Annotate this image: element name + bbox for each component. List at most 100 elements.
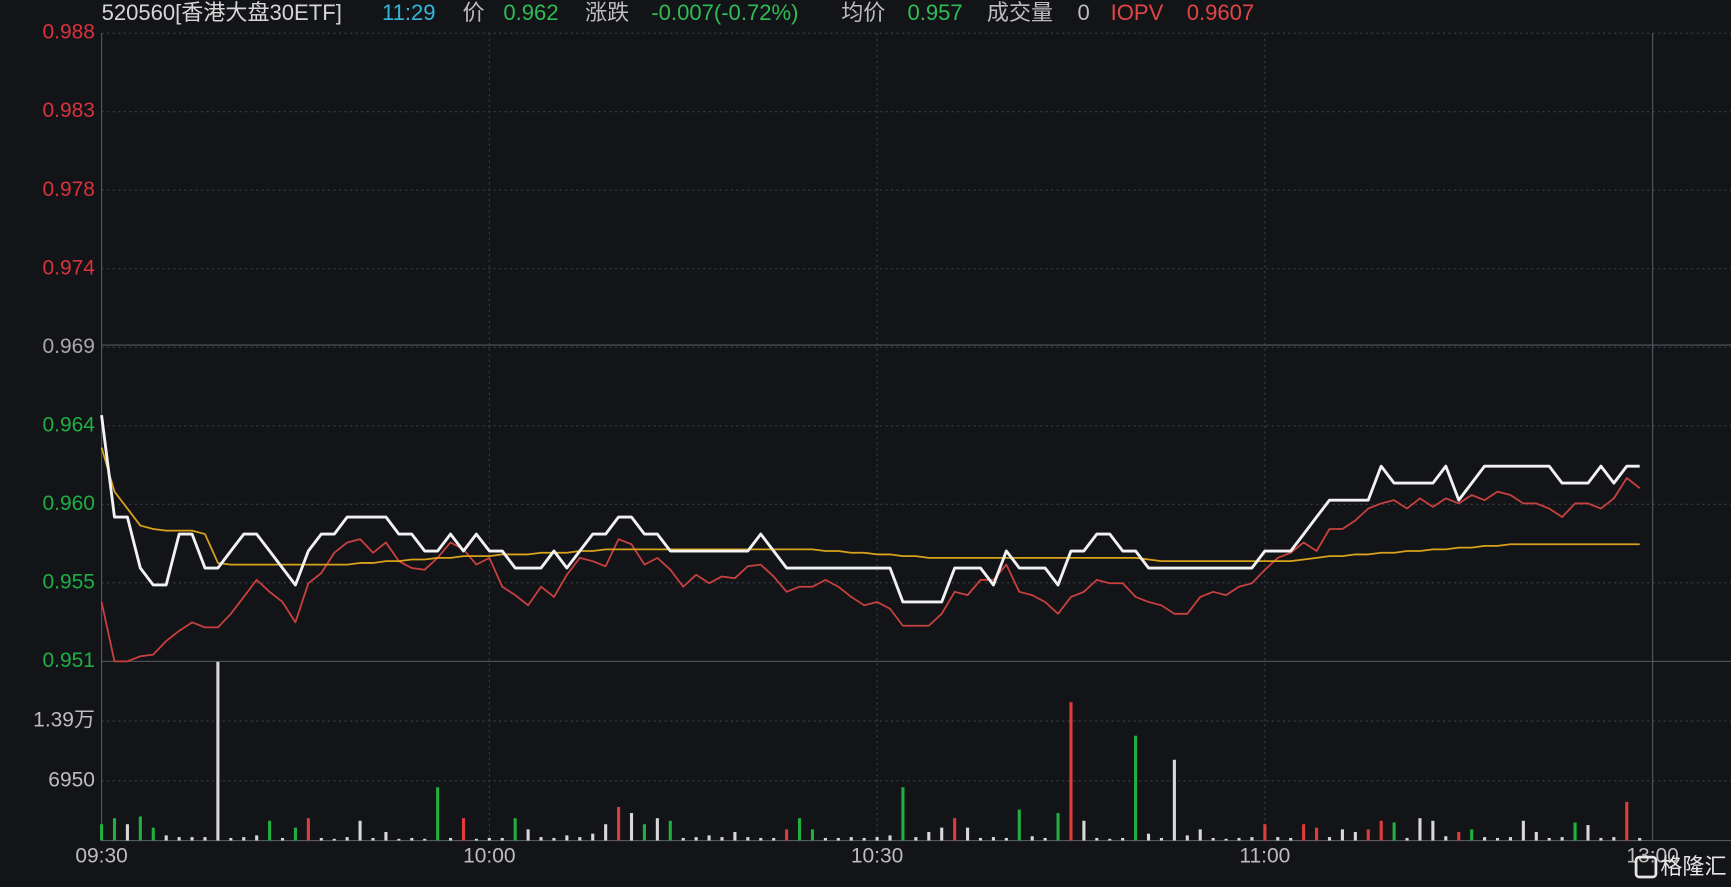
volume-bar — [229, 837, 233, 841]
volume-bar — [177, 837, 181, 841]
volume-bar — [746, 837, 750, 841]
volume-bar — [733, 831, 737, 841]
y-tick-label: 0.960 — [42, 492, 94, 515]
volume-bar — [810, 829, 815, 841]
y-tick-label: 0.988 — [42, 21, 94, 44]
volume-bar — [785, 829, 789, 841]
price-line — [100, 477, 1641, 663]
volume-bar — [474, 838, 478, 841]
volume-bar — [1521, 820, 1525, 841]
volume-bar — [707, 835, 711, 841]
volume-bar — [1379, 820, 1383, 841]
y-tick-label: 0.974 — [42, 256, 95, 279]
volume-bar — [1625, 801, 1629, 841]
volume-bar — [1586, 825, 1590, 841]
volume-bar — [242, 837, 246, 841]
volume-bar — [604, 824, 608, 841]
iopv: 0.9607 — [1187, 0, 1254, 25]
volume-bar — [1108, 838, 1112, 841]
volume-bar — [991, 837, 995, 841]
volume-bar — [461, 818, 466, 841]
volume-bar — [190, 837, 194, 841]
volume-bar — [668, 820, 672, 841]
volume-bar — [410, 837, 414, 841]
volume-bar — [423, 838, 427, 841]
change: -0.007(-0.72%) — [651, 0, 798, 25]
volume-bar — [1017, 809, 1021, 841]
axis-labels: 0.951 0.955 0.960 0.964 0.969 0.974 0.978 0.983… — [33, 21, 1679, 868]
volume-bar — [1599, 837, 1603, 841]
volume-bar — [797, 818, 802, 841]
volume-bar — [526, 829, 530, 841]
volume-bar — [164, 835, 168, 841]
volume: 0 — [1077, 0, 1089, 25]
volume-bar — [1134, 735, 1138, 841]
volume-bar — [500, 837, 504, 841]
volume-bar — [345, 837, 349, 841]
volume-bar — [759, 837, 763, 841]
volume-bar — [1198, 829, 1202, 841]
volume-bar — [1263, 824, 1267, 841]
volume-bar — [449, 837, 453, 841]
volume-bar — [1327, 837, 1332, 841]
volume-bar — [487, 837, 491, 841]
volume-bar — [966, 827, 970, 841]
volume-bar — [358, 820, 362, 841]
y-tick-label: 0.978 — [42, 178, 94, 201]
volume-bar — [1418, 818, 1422, 841]
y-tick-label: 0.951 — [42, 649, 94, 672]
volume-bar — [1405, 837, 1409, 841]
volume-bar — [138, 816, 142, 841]
volume-bar — [513, 818, 517, 841]
volume-bar — [1444, 836, 1448, 841]
volume-bar — [552, 837, 556, 841]
volume-bar — [1495, 837, 1500, 841]
volume-bar — [397, 838, 401, 841]
volume-bar — [862, 837, 866, 841]
volume-bar — [1224, 838, 1228, 841]
volume-bar — [694, 837, 698, 841]
code: 520560[香港大盘30ETF] — [102, 0, 342, 25]
volume-bar — [1056, 813, 1060, 841]
volume-bar — [1095, 837, 1099, 841]
volume-bar — [1560, 837, 1564, 841]
volume-bar — [823, 837, 827, 841]
volume-bar — [436, 787, 440, 841]
x-tick-label: 10:00 — [463, 845, 515, 868]
grid — [101, 32, 1731, 841]
volume-bar — [1508, 837, 1512, 841]
volume-bar — [1043, 837, 1047, 841]
volume-bar — [578, 837, 582, 841]
volume-bar — [203, 837, 207, 841]
y-tick-label: 0.964 — [42, 413, 95, 436]
volume-bar — [384, 831, 388, 841]
volume-bar — [888, 835, 892, 841]
volume-bar — [720, 837, 724, 841]
volume-bar — [901, 787, 905, 841]
volume-bar — [539, 837, 543, 841]
volume-bar — [216, 661, 220, 841]
y-tick-label: 0.955 — [42, 570, 94, 593]
volume-bar — [978, 837, 983, 841]
volume-bar — [255, 835, 259, 841]
x-tick-label: 11:00 — [1239, 845, 1290, 868]
volume-bar — [565, 835, 569, 841]
volume-bar — [100, 824, 104, 841]
volume-bar — [1392, 822, 1396, 841]
header: 520560[香港大盘30ETF] 11:29 价 0.962 涨跌 -0.00… — [102, 0, 1255, 25]
volume-bar — [1172, 759, 1176, 841]
volume-bar — [1431, 820, 1435, 841]
volume-bar — [1004, 837, 1008, 841]
volume-bar — [1470, 829, 1474, 841]
volume-bar — [927, 831, 931, 841]
volume-bar — [1146, 833, 1151, 841]
watermark-group: 格隆汇 — [1634, 854, 1727, 879]
volume-bar — [1483, 837, 1487, 841]
volume-bar — [268, 820, 272, 841]
volume-bar — [306, 818, 310, 841]
volume-bar — [914, 837, 918, 841]
volume-bar — [849, 837, 853, 841]
volume-bar — [681, 837, 685, 841]
